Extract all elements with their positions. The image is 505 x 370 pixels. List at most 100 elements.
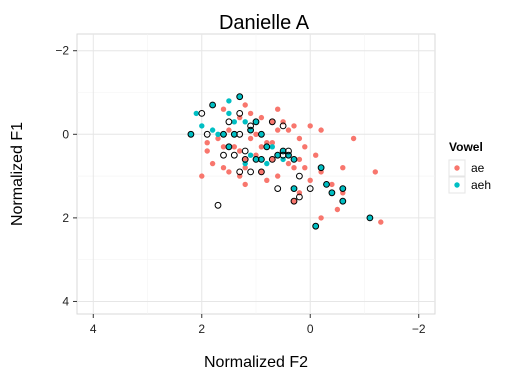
outlined-point [290, 197, 298, 205]
data-point-aeh [340, 198, 346, 204]
outlined-point [268, 118, 276, 126]
data-point-ae [378, 219, 384, 225]
data-point-aeh [193, 110, 199, 117]
y-axis-title: Normalized F1 [9, 122, 26, 226]
x-axis-title: Normalized F2 [204, 354, 308, 370]
data-point-ae [269, 140, 275, 146]
data-point-aeh [264, 144, 270, 150]
data-point-ae [247, 110, 254, 117]
data-point-aeh [367, 215, 373, 221]
outlined-point [236, 168, 244, 176]
data-point-ae [253, 131, 259, 137]
data-point-aeh [199, 123, 205, 129]
outlined-point [317, 164, 325, 172]
data-point-aeh [231, 119, 237, 125]
outlined-point [198, 110, 206, 117]
data-point-ae [334, 206, 341, 213]
data-point-ae [291, 198, 297, 204]
outlined-point [312, 222, 320, 230]
data-point-aeh [215, 131, 221, 137]
outlined-point [268, 156, 276, 163]
outlined-point [203, 130, 211, 138]
data-point-ae [275, 173, 281, 179]
x-tick-label: 0 [307, 322, 314, 336]
data-point-ae [220, 106, 227, 112]
data-point-aeh [275, 152, 281, 158]
data-point-aeh [226, 98, 232, 104]
x-tick-label: 2 [198, 322, 205, 336]
data-point-aeh [269, 144, 275, 150]
outlined-point [225, 118, 233, 126]
data-point-aeh [226, 110, 232, 117]
outlined-point [252, 118, 260, 126]
outlined-point [236, 130, 244, 138]
data-point-aeh [291, 156, 297, 163]
outlined-point [279, 151, 287, 159]
data-point-ae [340, 165, 346, 171]
outlined-point [263, 143, 271, 151]
data-point-aeh [318, 165, 324, 171]
data-point-ae [204, 148, 210, 154]
outlined-point [236, 110, 244, 117]
outlined-point [225, 143, 233, 151]
data-point-aeh [242, 119, 248, 125]
data-point-ae [209, 160, 216, 167]
data-point-ae [329, 181, 335, 188]
outlined-point [230, 151, 238, 159]
y-tick-label: −2 [55, 44, 69, 58]
data-point-ae [372, 169, 378, 175]
data-point-ae [313, 152, 319, 158]
outlined-point [209, 101, 217, 109]
data-point-aeh [209, 102, 216, 108]
data-point-aeh [258, 131, 265, 137]
data-point-ae [318, 215, 324, 221]
outlined-point [220, 151, 227, 159]
outlined-point [220, 130, 227, 138]
data-point-ae [285, 160, 292, 167]
data-point-ae [226, 169, 232, 175]
legend-label-aeh: aeh [471, 178, 491, 192]
data-point-ae [350, 135, 357, 142]
data-point-ae [220, 144, 227, 150]
data-point-ae [291, 165, 297, 171]
outlined-point [258, 156, 265, 163]
data-point-aeh [188, 131, 194, 137]
data-point-ae [269, 156, 275, 163]
data-point-aeh [258, 156, 265, 163]
data-point-ae [275, 106, 281, 112]
data-point-ae [231, 144, 237, 150]
data-point-aeh [231, 131, 237, 137]
data-point-ae [242, 156, 248, 163]
legend-dot-aeh [454, 182, 460, 188]
data-point-ae [242, 165, 248, 171]
x-tick-label: 4 [90, 322, 97, 336]
data-point-aeh [253, 119, 259, 125]
outlined-point [236, 93, 244, 101]
data-point-aeh [247, 152, 254, 158]
data-point-aeh [340, 185, 346, 192]
data-point-ae [258, 144, 265, 150]
data-point-ae [285, 127, 292, 133]
legend-label-ae: ae [471, 161, 485, 175]
outlined-point [339, 185, 347, 193]
data-point-ae [247, 135, 254, 142]
data-point-aeh [226, 144, 232, 150]
outlined-point [290, 185, 298, 193]
outlined-point [247, 122, 255, 130]
data-point-ae [302, 144, 308, 150]
outlined-point [187, 130, 195, 138]
legend-dot-ae [454, 165, 460, 171]
data-point-ae [269, 119, 275, 125]
data-point-ae [242, 181, 248, 188]
data-point-ae [291, 123, 297, 129]
outlined-point [366, 214, 374, 222]
data-point-aeh [291, 185, 297, 192]
data-point-aeh [253, 156, 259, 163]
data-point-ae [237, 148, 243, 154]
data-point-ae [226, 127, 232, 133]
legend-title: Vowel [449, 140, 483, 154]
data-point-ae [258, 114, 265, 121]
data-point-aeh [329, 190, 335, 196]
data-point-ae [264, 177, 270, 183]
